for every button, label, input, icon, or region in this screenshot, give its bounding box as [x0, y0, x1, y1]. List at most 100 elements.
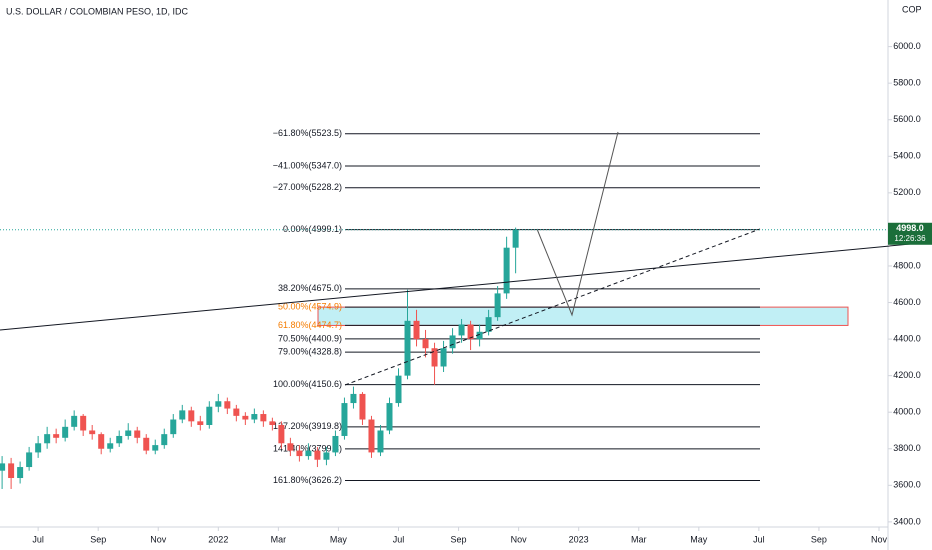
candle-body: [395, 375, 402, 404]
candle-body: [179, 410, 186, 420]
candle-body: [134, 430, 141, 438]
candle-body: [62, 426, 69, 438]
candle-body: [71, 415, 78, 427]
fib-label: −61.80%(5523.5): [273, 128, 342, 138]
fib-label: 100.00%(4150.6): [273, 379, 342, 389]
candle-body: [278, 425, 285, 444]
x-tick-label: Nov: [511, 534, 528, 544]
y-tick-label: 5200.0: [893, 187, 921, 197]
fib-label: 61.80%(4474.7): [278, 320, 342, 330]
y-tick-label: 6000.0: [893, 41, 921, 51]
fib-label: 38.20%(4675.0): [278, 283, 342, 293]
x-tick-label: Sep: [451, 534, 467, 544]
candle-body: [98, 434, 105, 449]
candle-body: [224, 401, 231, 409]
last-price-tag: [888, 222, 932, 245]
candle-body: [233, 408, 240, 416]
dashed-trend-line: [344, 228, 761, 386]
candle-body: [107, 443, 114, 449]
candle-body: [485, 317, 492, 332]
candle-body: [494, 293, 501, 318]
candle-body: [341, 403, 348, 436]
drawings: [0, 131, 932, 386]
candle-body: [431, 348, 438, 367]
x-tick-label: May: [690, 534, 708, 544]
candle-body: [368, 419, 375, 453]
candle-body: [503, 247, 510, 294]
fib-zone: [317, 306, 849, 326]
candle-body: [44, 434, 51, 444]
candle-body: [143, 437, 150, 451]
last-price-label: 4998.0: [896, 223, 924, 233]
candle-body: [422, 339, 429, 349]
candle-body: [206, 406, 213, 425]
y-tick-label: 4600.0: [893, 297, 921, 307]
y-tick-label: 5400.0: [893, 151, 921, 161]
candle-body: [35, 443, 42, 453]
candle-body: [125, 430, 132, 436]
candle-body: [116, 435, 123, 444]
candle-body: [242, 415, 249, 420]
fib-label: 161.80%(3626.2): [273, 475, 342, 485]
candle-body: [386, 403, 393, 431]
candle-body: [314, 450, 321, 460]
y-tick-label: 5600.0: [893, 114, 921, 124]
candle-body: [269, 421, 276, 425]
fib-label: −41.00%(5347.0): [273, 160, 342, 170]
candle-body: [458, 324, 465, 336]
candle-body: [305, 450, 312, 457]
fib-label: 79.00%(4328.8): [278, 346, 342, 356]
x-tick-label: Sep: [90, 534, 106, 544]
candle-body: [440, 348, 447, 367]
candle-body: [323, 452, 330, 460]
candle-body: [8, 463, 15, 479]
candle-body: [512, 229, 519, 248]
candle-body: [359, 393, 366, 420]
fib-label: 70.50%(4400.9): [278, 333, 342, 343]
y-tick-label: 5800.0: [893, 78, 921, 88]
candle-body: [197, 421, 204, 425]
y-tick-label: 3600.0: [893, 480, 921, 490]
y-tick-label: 4400.0: [893, 333, 921, 343]
x-tick-label: Jul: [393, 534, 405, 544]
chart-title: U.S. DOLLAR / COLOMBIAN PESO, 1D, IDC: [6, 6, 189, 16]
x-tick-label: Mar: [631, 534, 647, 544]
projection-path: [536, 131, 619, 317]
candle-body: [251, 414, 258, 420]
candle-body: [332, 435, 339, 453]
x-tick-label: Nov: [871, 534, 888, 544]
x-tick-label: May: [330, 534, 348, 544]
candle-body: [350, 393, 357, 404]
candle-body: [413, 320, 420, 340]
candle-body: [170, 419, 177, 435]
candle-body: [260, 414, 267, 422]
x-tick-label: 2022: [208, 534, 228, 544]
candle-body: [287, 443, 294, 451]
candle-body: [53, 434, 60, 438]
candle-body: [17, 467, 24, 479]
x-tick-label: Mar: [271, 534, 287, 544]
fib-label: 127.20%(3919.8): [273, 421, 342, 431]
y-tick-label: 4200.0: [893, 370, 921, 380]
candle-body: [26, 452, 33, 468]
fib-label: −27.00%(5228.2): [273, 182, 342, 192]
candle-body: [89, 430, 96, 435]
fib-label: 0.00%(4999.1): [283, 224, 342, 234]
y-tick-label: 3400.0: [893, 516, 921, 526]
x-tick-label: Jul: [32, 534, 44, 544]
candle-body: [152, 445, 159, 451]
y-tick-label: 4000.0: [893, 407, 921, 417]
candle-body: [188, 410, 195, 422]
candle-body: [215, 401, 222, 407]
candle-body: [161, 434, 168, 446]
candle-body: [377, 430, 384, 453]
candle-body: [476, 331, 483, 340]
candle-body: [449, 335, 456, 349]
countdown-label: 12:26:36: [894, 234, 926, 243]
candle-body: [467, 324, 474, 340]
y-tick-label: 3800.0: [893, 443, 921, 453]
x-tick-label: Sep: [811, 534, 827, 544]
candle-body: [296, 450, 303, 457]
